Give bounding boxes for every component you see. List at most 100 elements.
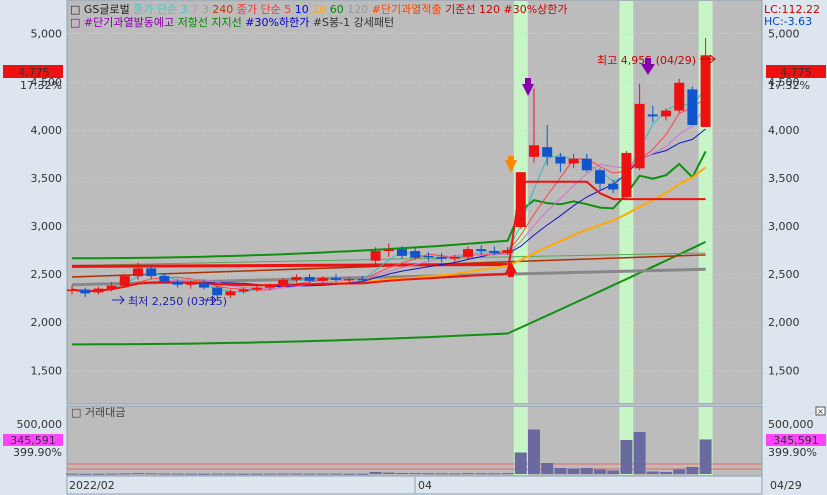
candle-body-21 bbox=[344, 278, 355, 281]
legend-item-row1-7: 20 bbox=[309, 3, 327, 16]
current-price-tag-right bbox=[766, 65, 826, 78]
current-volume-tag-right bbox=[766, 434, 826, 446]
candle-body-40 bbox=[595, 170, 605, 184]
candle-body-34 bbox=[515, 172, 526, 228]
volume-bar-33 bbox=[501, 473, 514, 475]
candle-body-17 bbox=[291, 277, 302, 280]
price-tick-labels: 1,500 1,500 2,000 2,000 2,500 2,500 3,000 3,000… bbox=[31, 28, 800, 378]
price-tick-left-3500: 3,500 bbox=[31, 172, 63, 185]
candle-body-30 bbox=[463, 249, 473, 257]
legend-item-row1-4: 240 bbox=[209, 3, 234, 16]
legend-item-row2-2: 지지선 bbox=[208, 16, 242, 29]
close-icon[interactable] bbox=[815, 406, 826, 416]
volume-bar-16 bbox=[277, 473, 290, 475]
volume-bar-31 bbox=[475, 473, 488, 475]
candle-body-20 bbox=[331, 277, 341, 280]
candle-body-1 bbox=[80, 289, 91, 294]
current-price-change-left: 17.32% bbox=[20, 79, 62, 92]
price-tick-right-3500: 3,500 bbox=[768, 172, 800, 185]
volume-bar-36 bbox=[541, 463, 554, 474]
price-tick-left-5000: 5,000 bbox=[31, 28, 63, 41]
candle-body-22 bbox=[357, 278, 368, 281]
volume-bar-24 bbox=[382, 472, 395, 474]
volume-bar-12 bbox=[224, 473, 237, 475]
candle-body-45 bbox=[661, 110, 671, 117]
candle-body-24 bbox=[383, 249, 394, 252]
price-tick-right-1500: 1,500 bbox=[768, 364, 800, 377]
lc-label: LC:112.22 bbox=[764, 3, 820, 16]
lower-band-line bbox=[72, 240, 707, 346]
current-volume-label-left: 345,591 bbox=[10, 434, 56, 447]
volume-bar-47 bbox=[686, 467, 699, 474]
current-volume-tag-left bbox=[3, 434, 63, 446]
volume-bar-11 bbox=[211, 473, 224, 475]
candle-body-36 bbox=[542, 147, 553, 157]
hc-label: HC:-3.63 bbox=[764, 15, 812, 28]
price-tick-right-5000: 5,000 bbox=[768, 28, 800, 41]
candle-body-9 bbox=[185, 282, 196, 285]
price-tick-right-3000: 3,000 bbox=[768, 220, 800, 233]
current-volume-label-right: 345,591 bbox=[773, 434, 819, 447]
candle-body-47 bbox=[687, 89, 698, 126]
price-tick-right-2500: 2,500 bbox=[768, 268, 800, 281]
candle-body-5 bbox=[133, 268, 143, 277]
volume-bar-2 bbox=[92, 473, 105, 475]
legend-item-row1-12: #30%상한가 bbox=[500, 3, 568, 16]
candle-body-39 bbox=[581, 158, 592, 171]
candle-body-12 bbox=[225, 291, 236, 296]
resistance-line bbox=[71, 263, 508, 268]
volume-bar-18 bbox=[303, 473, 316, 475]
close-icon-glyph: × bbox=[817, 407, 824, 416]
current-price-tag-left bbox=[3, 65, 63, 78]
candle-body-28 bbox=[436, 256, 447, 259]
price-tick-left-2500: 2,500 bbox=[31, 268, 63, 281]
legend-item-row2-0: □ #단기과열발동예고 bbox=[70, 16, 174, 29]
legend-item-row1-0: □ GS글로벌 bbox=[70, 3, 130, 16]
volume-bar-8 bbox=[171, 473, 184, 475]
volume-bar-48 bbox=[699, 439, 712, 474]
candle-body-27 bbox=[423, 255, 434, 258]
candle-body-43 bbox=[634, 103, 645, 169]
volume-bar-6 bbox=[145, 473, 158, 475]
candle-body-3 bbox=[106, 285, 117, 289]
candle-body-6 bbox=[146, 268, 157, 277]
price-tick-right-4500: 4,500 bbox=[768, 76, 800, 89]
current-price-change-right: 17.32% bbox=[768, 79, 810, 92]
volume-bar-25 bbox=[396, 473, 408, 474]
legend-row-1: □ GS글로벌 종가 단순 3 7 3 240 종가 단순 5 10 20 60… bbox=[70, 3, 568, 16]
candle-body-8 bbox=[172, 281, 183, 285]
volume-bar-13 bbox=[237, 473, 250, 475]
volume-bar-0 bbox=[66, 473, 78, 475]
orange-down-arrow-icon bbox=[505, 156, 517, 173]
legend-item-row1-10: #단기과열적출 bbox=[368, 3, 441, 16]
volume-bar-32 bbox=[488, 473, 501, 475]
volume-panel[interactable] bbox=[66, 405, 763, 477]
volume-bar-44 bbox=[646, 471, 659, 474]
volume-bar-27 bbox=[422, 473, 435, 475]
volume-bar-29 bbox=[448, 473, 461, 475]
legend-item-row1-8: 60 bbox=[326, 3, 344, 16]
volume-bar-7 bbox=[158, 473, 171, 475]
volume-bar-26 bbox=[409, 473, 422, 475]
volume-bar-34 bbox=[514, 452, 527, 474]
legend-item-row2-1: 저항선 bbox=[174, 16, 208, 29]
price-tick-right-4000: 4,000 bbox=[768, 124, 800, 137]
candle-body-16 bbox=[278, 279, 289, 285]
low-annotation: 최저 2,250 (03/15) bbox=[128, 295, 227, 308]
candle-body-15 bbox=[265, 284, 275, 288]
volume-bar-43 bbox=[633, 432, 646, 474]
candle-body-11 bbox=[212, 287, 223, 296]
volume-bar-39 bbox=[580, 468, 593, 474]
candle-body-19 bbox=[317, 277, 328, 281]
ma5-line bbox=[71, 97, 706, 293]
legend-item-row1-3: 3 bbox=[198, 3, 209, 16]
volume-bar-4 bbox=[118, 473, 131, 475]
date-label-mid: 04 bbox=[418, 479, 432, 492]
low-arrow-left-icon bbox=[112, 295, 125, 305]
volume-tick-label-left: 500,000 bbox=[17, 418, 63, 431]
purple-down-arrow-icon bbox=[522, 78, 534, 96]
red-up-arrow-icon bbox=[505, 262, 517, 277]
candle-body-7 bbox=[159, 276, 170, 282]
candle-body-25 bbox=[397, 249, 407, 256]
